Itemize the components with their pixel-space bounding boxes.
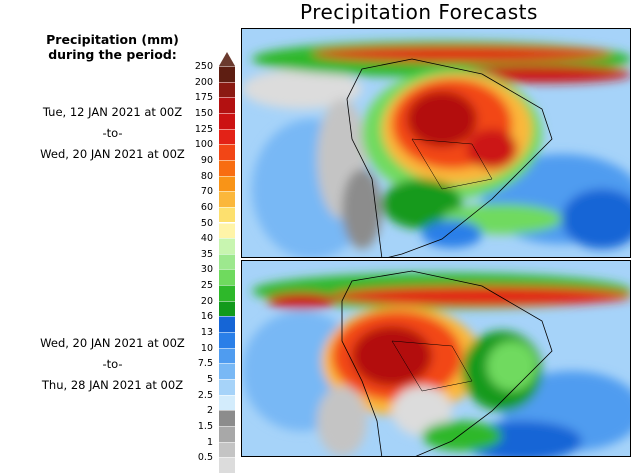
colorbar-cell	[219, 159, 235, 176]
colorbar-cell	[219, 441, 235, 458]
forecast-map-2	[241, 260, 631, 457]
colorbar-label: 50	[200, 217, 213, 229]
colorbar-cell	[219, 222, 235, 239]
colorbar-label: 90	[200, 154, 213, 166]
colorbar-cell	[219, 112, 235, 129]
colorbar-cell	[219, 379, 235, 395]
colorbar-cell	[219, 347, 235, 364]
colorbar-cell	[219, 457, 235, 473]
colorbar-label: 80	[200, 170, 213, 182]
colorbar-label: 125	[194, 123, 213, 135]
colorbar-cell	[219, 425, 235, 442]
colorbar-cell	[219, 191, 235, 207]
colorbar-label: 1.5	[197, 420, 213, 432]
colorbar-cell	[219, 285, 235, 301]
colorbar-arrow-icon	[219, 52, 235, 66]
period-1-start: Tue, 12 JAN 2021 at 00Z	[42, 105, 183, 119]
colorbar-label: 2.5	[197, 389, 213, 401]
colorbar-cell	[219, 97, 235, 113]
colorbar-label: 7.5	[197, 358, 213, 370]
colorbar-label: 200	[194, 76, 213, 88]
colorbar-label: 5	[206, 374, 213, 385]
colorbar-label: 10	[200, 342, 213, 354]
period-1-end: Wed, 20 JAN 2021 at 00Z	[40, 147, 185, 161]
colorbar-cell	[219, 128, 235, 145]
period-1-text: Tue, 12 JAN 2021 at 00Z -to- Wed, 20 JAN…	[30, 102, 195, 165]
colorbar-label: 2	[206, 405, 213, 417]
colorbar-label: 175	[194, 92, 213, 104]
colorbar-label: 16	[200, 311, 213, 323]
map-2-graphic	[242, 261, 630, 456]
legend-title: Precipitation (mm) during the period:	[40, 32, 185, 62]
colorbar-label: 30	[200, 264, 213, 276]
colorbar-label: 1	[206, 436, 213, 448]
colorbar-label: 0.5	[197, 452, 213, 464]
colorbar-label: 70	[200, 186, 213, 198]
colorbar-label: 35	[200, 248, 213, 260]
forecast-map-1	[241, 28, 631, 258]
period-2-text: Wed, 20 JAN 2021 at 00Z -to- Thu, 28 JAN…	[30, 333, 195, 396]
colorbar-label: 20	[200, 295, 213, 307]
colorbar-cell	[219, 332, 235, 348]
colorbar	[219, 66, 235, 473]
colorbar-label: 100	[194, 139, 213, 151]
colorbar-cell	[219, 81, 235, 98]
colorbar-cell	[219, 269, 235, 286]
legend-title-line1: Precipitation (mm)	[46, 32, 179, 47]
map-1-graphic	[242, 29, 630, 257]
legend-title-line2: during the period:	[48, 47, 177, 62]
colorbar-cell	[219, 238, 235, 254]
colorbar-cell	[219, 394, 235, 411]
period-2-end: Thu, 28 JAN 2021 at 00Z	[41, 378, 184, 392]
colorbar-cell	[219, 66, 235, 82]
colorbar-label: 25	[200, 280, 213, 292]
colorbar-cell	[219, 175, 235, 192]
colorbar-cell	[219, 300, 235, 317]
colorbar-cell	[219, 363, 235, 379]
colorbar-label: 150	[194, 107, 213, 119]
colorbar-label: 60	[200, 201, 213, 213]
colorbar-cell	[219, 206, 235, 223]
colorbar-cell	[219, 316, 235, 333]
colorbar-label: 40	[200, 233, 213, 245]
page-title: Precipitation Forecasts	[300, 0, 538, 24]
period-2-start: Wed, 20 JAN 2021 at 00Z	[40, 336, 185, 350]
colorbar-cell	[219, 144, 235, 160]
colorbar-label: 13	[200, 327, 213, 339]
colorbar-cell	[219, 410, 235, 426]
colorbar-cell	[219, 253, 235, 270]
period-2-sep: -to-	[102, 357, 123, 371]
period-1-sep: -to-	[102, 126, 123, 140]
colorbar-label: 250	[194, 61, 213, 72]
